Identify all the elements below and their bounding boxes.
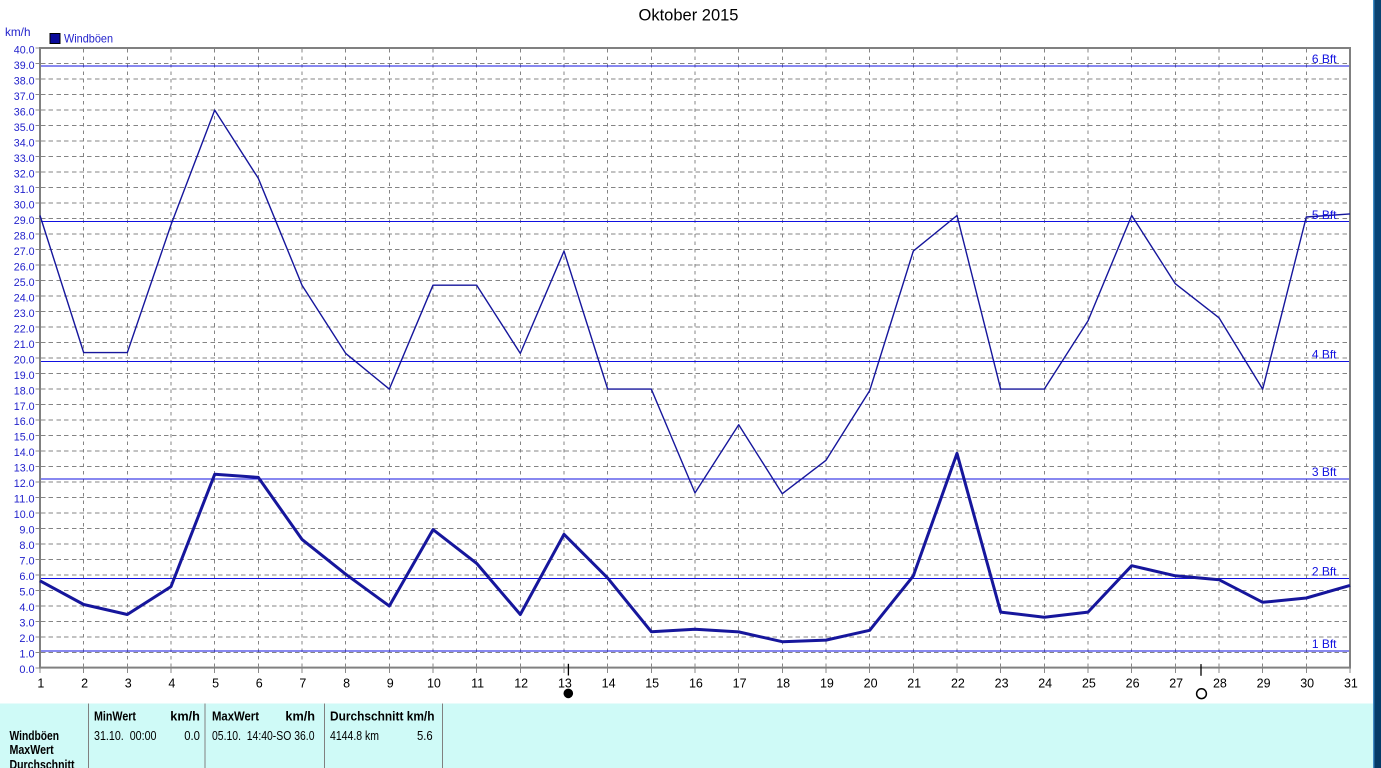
svg-text:Durchschnitt: Durchschnitt — [10, 757, 76, 768]
svg-text:36.0: 36.0 — [14, 106, 35, 118]
svg-text:29.0: 29.0 — [14, 215, 35, 227]
svg-text:10: 10 — [427, 676, 441, 690]
svg-text:20.0: 20.0 — [14, 354, 35, 366]
svg-text:20: 20 — [864, 676, 878, 690]
svg-text:22.0: 22.0 — [14, 323, 35, 335]
svg-text:35.0: 35.0 — [14, 122, 35, 134]
svg-text:28.0: 28.0 — [14, 230, 35, 242]
svg-text:11.0: 11.0 — [14, 494, 35, 506]
svg-text:6 Bft: 6 Bft — [1312, 52, 1337, 66]
svg-text:19.0: 19.0 — [14, 370, 35, 382]
svg-text:MaxWert: MaxWert — [212, 709, 260, 724]
svg-text:4144.8 km: 4144.8 km — [330, 728, 379, 743]
svg-text:16: 16 — [689, 676, 703, 690]
svg-text:2 Bft: 2 Bft — [1312, 565, 1337, 579]
svg-text:39.0: 39.0 — [14, 60, 35, 72]
svg-text:Durchschnitt km/h: Durchschnitt km/h — [330, 709, 435, 724]
svg-text:8.0: 8.0 — [19, 540, 34, 552]
svg-text:Windböen: Windböen — [10, 728, 60, 743]
svg-text:25.0: 25.0 — [14, 277, 35, 289]
svg-text:17: 17 — [733, 676, 747, 690]
svg-text:0.0: 0.0 — [19, 664, 34, 676]
svg-text:9.0: 9.0 — [19, 525, 34, 537]
svg-text:1 Bft: 1 Bft — [1312, 637, 1337, 651]
svg-text:4 Bft: 4 Bft — [1312, 348, 1337, 362]
svg-text:28: 28 — [1213, 676, 1227, 690]
svg-text:21.0: 21.0 — [14, 339, 35, 351]
svg-text:15.0: 15.0 — [14, 432, 35, 444]
svg-text:38.0: 38.0 — [14, 75, 35, 87]
svg-text:31: 31 — [1344, 676, 1358, 690]
svg-text:7.0: 7.0 — [19, 556, 34, 568]
svg-text:23.0: 23.0 — [14, 308, 35, 320]
svg-text:24: 24 — [1038, 676, 1052, 690]
svg-text:13: 13 — [558, 676, 572, 690]
svg-text:8: 8 — [343, 676, 350, 690]
svg-text:3.0: 3.0 — [19, 618, 34, 630]
svg-text:12: 12 — [514, 676, 528, 690]
svg-text:km/h: km/h — [285, 709, 315, 724]
svg-text:24.0: 24.0 — [14, 292, 35, 304]
svg-text:3 Bft: 3 Bft — [1312, 465, 1337, 479]
svg-text:MaxWert: MaxWert — [10, 742, 55, 757]
svg-text:11: 11 — [471, 676, 484, 690]
svg-text:26.0: 26.0 — [14, 261, 35, 273]
svg-text:16.0: 16.0 — [14, 416, 35, 428]
svg-text:14.0: 14.0 — [14, 447, 35, 459]
svg-text:31.10. 00:00: 31.10. 00:00 — [94, 728, 157, 743]
svg-text:21: 21 — [907, 676, 921, 690]
svg-text:25: 25 — [1082, 676, 1096, 690]
svg-text:18: 18 — [776, 676, 790, 690]
svg-text:9: 9 — [387, 676, 394, 690]
svg-text:23: 23 — [995, 676, 1009, 690]
svg-text:Oktober 2015: Oktober 2015 — [639, 7, 739, 25]
svg-text:2: 2 — [81, 676, 88, 690]
svg-text:6.0: 6.0 — [19, 571, 34, 583]
svg-text:MinWert: MinWert — [94, 709, 137, 724]
svg-text:0.0: 0.0 — [184, 728, 200, 743]
svg-text:Windböen: Windböen — [64, 32, 113, 46]
svg-text:6: 6 — [256, 676, 263, 690]
svg-text:1: 1 — [37, 676, 44, 690]
svg-text:km/h: km/h — [170, 709, 200, 724]
svg-text:17.0: 17.0 — [14, 401, 35, 413]
svg-text:34.0: 34.0 — [14, 137, 35, 149]
svg-text:27: 27 — [1169, 676, 1183, 690]
svg-text:3: 3 — [125, 676, 132, 690]
svg-text:18.0: 18.0 — [14, 385, 35, 397]
svg-text:4: 4 — [168, 676, 175, 690]
svg-text:13.0: 13.0 — [14, 463, 35, 475]
svg-text:4.0: 4.0 — [19, 602, 34, 614]
svg-text:km/h: km/h — [5, 25, 31, 39]
svg-text:37.0: 37.0 — [14, 91, 35, 103]
svg-text:30: 30 — [1300, 676, 1314, 690]
svg-text:30.0: 30.0 — [14, 199, 35, 211]
svg-text:2.0: 2.0 — [19, 633, 34, 645]
svg-text:40.0: 40.0 — [14, 44, 35, 56]
svg-text:19: 19 — [820, 676, 834, 690]
svg-text:7: 7 — [299, 676, 306, 690]
svg-text:14: 14 — [602, 676, 616, 690]
svg-text:5.0: 5.0 — [19, 587, 34, 599]
svg-text:10.0: 10.0 — [14, 509, 35, 521]
svg-text:27.0: 27.0 — [14, 246, 35, 258]
svg-text:12.0: 12.0 — [14, 478, 35, 490]
svg-text:5: 5 — [212, 676, 219, 690]
svg-text:1.0: 1.0 — [19, 649, 34, 661]
svg-text:26: 26 — [1126, 676, 1140, 690]
svg-text:5.6: 5.6 — [417, 728, 433, 743]
svg-text:32.0: 32.0 — [14, 168, 35, 180]
svg-text:05.10. 14:40-SO 36.0: 05.10. 14:40-SO 36.0 — [212, 728, 315, 743]
svg-text:15: 15 — [645, 676, 659, 690]
svg-text:33.0: 33.0 — [14, 153, 35, 165]
svg-text:5 Bft: 5 Bft — [1312, 208, 1337, 222]
svg-text:29: 29 — [1257, 676, 1271, 690]
svg-text:22: 22 — [951, 676, 965, 690]
svg-text:31.0: 31.0 — [14, 184, 35, 196]
